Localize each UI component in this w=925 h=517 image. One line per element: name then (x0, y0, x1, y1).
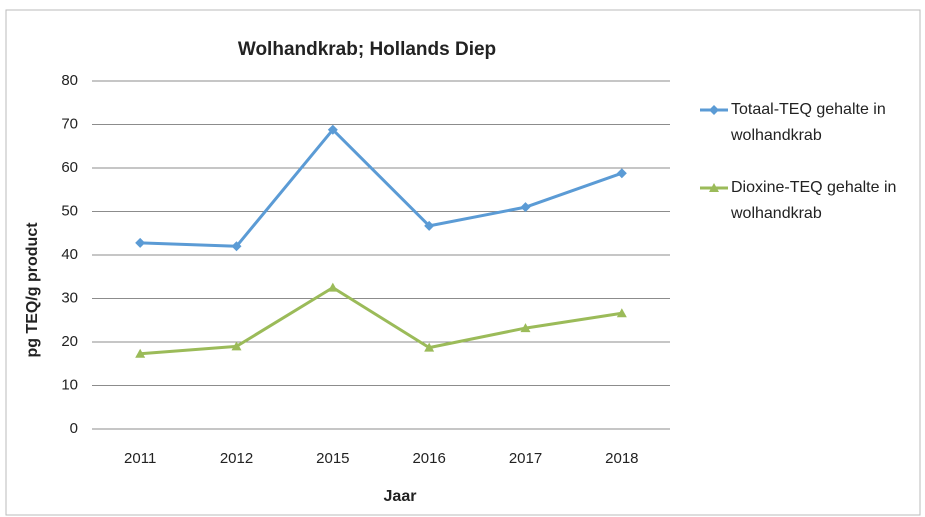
x-tick-label: 2011 (124, 450, 156, 467)
y-tick-label: 30 (61, 289, 78, 306)
marker (424, 342, 435, 352)
marker (520, 202, 531, 213)
x-tick-label: 2018 (605, 450, 638, 467)
marker (231, 341, 242, 351)
legend-label: Dioxine-TEQ gehalte in wolhandkrab (731, 179, 897, 222)
x-tick-label: 2015 (316, 450, 349, 467)
y-tick-label: 80 (61, 72, 78, 89)
y-tick-label: 10 (61, 376, 78, 393)
y-tick-label: 70 (61, 115, 78, 132)
marker (135, 348, 146, 358)
x-axis-label: Jaar (384, 488, 417, 505)
series-line (140, 286, 623, 356)
marker (231, 241, 242, 252)
marker (709, 105, 719, 115)
y-tick-label: 50 (61, 202, 78, 219)
chart-title: Wolhandkrab; Hollands Diep (238, 39, 496, 60)
marker (709, 183, 719, 192)
marker (520, 323, 531, 333)
x-tick-label: 2016 (412, 450, 445, 467)
legend-label: Totaal-TEQ gehalte in wolhandkrab (731, 101, 886, 144)
y-axis-label: pg TEQ/g product (24, 222, 41, 358)
x-tick-label: 2012 (220, 450, 253, 467)
marker (424, 220, 435, 231)
marker (327, 282, 338, 292)
x-tick-label: 2017 (509, 450, 542, 467)
marker (135, 237, 146, 248)
y-tick-label: 60 (61, 159, 78, 176)
y-tick-label: 40 (61, 246, 78, 263)
y-tick-label: 0 (70, 420, 78, 437)
y-tick-label: 20 (61, 333, 78, 350)
series-line (140, 128, 623, 248)
marker (616, 168, 627, 179)
marker (327, 124, 338, 135)
chart-frame (5, 9, 921, 516)
marker (616, 308, 627, 318)
